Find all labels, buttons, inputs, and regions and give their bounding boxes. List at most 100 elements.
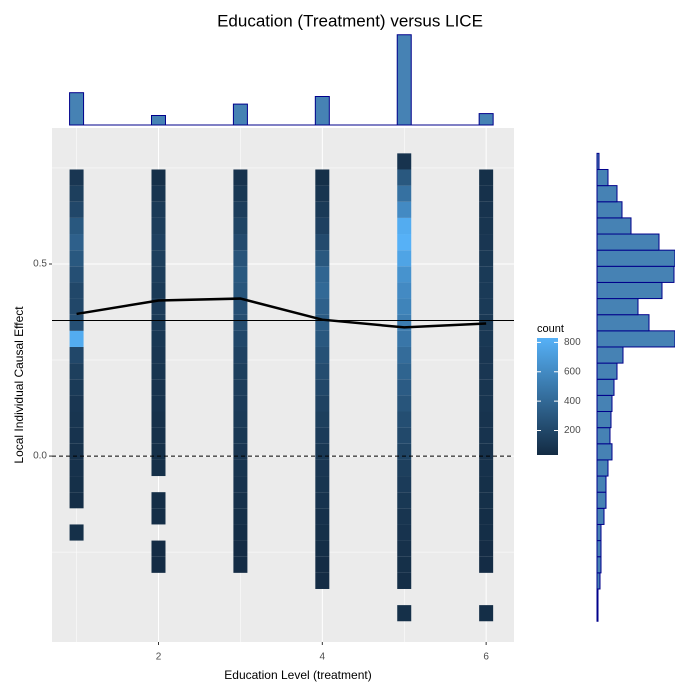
tile	[69, 379, 84, 396]
tile	[69, 492, 84, 509]
tile	[479, 427, 494, 444]
colorbar	[537, 338, 558, 455]
histogram-bar	[596, 168, 609, 187]
tile	[315, 476, 330, 493]
tile	[69, 524, 84, 541]
tile	[397, 201, 412, 218]
tile	[397, 572, 412, 589]
tile	[479, 524, 494, 541]
tile	[315, 363, 330, 380]
histogram-bar	[596, 265, 675, 283]
tile	[233, 266, 248, 283]
y-tick-label: 0.0	[33, 451, 47, 462]
tile	[397, 153, 412, 170]
tile	[69, 314, 84, 331]
tile	[397, 411, 412, 428]
histogram-bar	[596, 523, 602, 542]
tile	[69, 363, 84, 380]
histogram-bar	[596, 330, 675, 348]
tile	[315, 234, 330, 251]
tile	[151, 411, 166, 428]
tile	[151, 234, 166, 251]
tile	[151, 443, 166, 460]
tile	[479, 379, 494, 396]
tile	[397, 605, 412, 622]
histogram-bar	[596, 507, 605, 525]
tile	[233, 346, 248, 364]
tile	[397, 443, 412, 460]
tile	[315, 572, 330, 589]
tile	[315, 508, 330, 525]
tile	[151, 395, 166, 412]
tile	[397, 346, 412, 364]
tile	[69, 282, 84, 299]
tile	[233, 556, 248, 573]
tile	[151, 363, 166, 380]
tile	[315, 217, 330, 235]
tile	[69, 201, 84, 218]
tile	[315, 330, 330, 347]
histogram-bar	[596, 459, 609, 477]
tile	[151, 185, 166, 202]
tile	[233, 443, 248, 460]
tile	[315, 492, 330, 509]
tile	[69, 459, 84, 477]
tile	[151, 330, 166, 347]
tile	[69, 346, 84, 364]
tile	[233, 330, 248, 347]
histogram-bar	[596, 572, 601, 590]
histogram-bar	[596, 491, 607, 509]
tile	[479, 314, 494, 331]
tile	[397, 330, 412, 347]
tile	[397, 298, 412, 315]
histogram-bar	[314, 96, 330, 126]
histogram-bar	[596, 378, 615, 396]
tile	[69, 395, 84, 412]
tile	[151, 379, 166, 396]
tile	[479, 346, 494, 364]
tile	[479, 605, 494, 622]
tile	[479, 217, 494, 235]
histogram-bar	[596, 346, 624, 364]
tile	[315, 443, 330, 460]
tile	[151, 250, 166, 267]
tile	[69, 266, 84, 283]
tile	[397, 379, 412, 396]
tile	[315, 459, 330, 477]
tile	[479, 298, 494, 315]
tile	[479, 201, 494, 218]
tile	[233, 363, 248, 380]
tile	[315, 346, 330, 364]
tile	[151, 266, 166, 283]
tile	[315, 298, 330, 315]
histogram-bar	[596, 362, 618, 380]
tile	[397, 185, 412, 202]
tile	[233, 201, 248, 218]
tile	[69, 217, 84, 235]
tile	[479, 411, 494, 428]
tile	[479, 363, 494, 380]
mean-line	[76, 297, 487, 329]
tile	[397, 266, 412, 283]
tile	[479, 459, 494, 477]
tile	[315, 524, 330, 541]
tile	[397, 363, 412, 380]
y-axis-label: Local Individual Causal Effect	[12, 306, 26, 464]
tile	[233, 282, 248, 299]
tile	[151, 314, 166, 331]
x-axis-label: Education Level (treatment)	[224, 668, 371, 682]
histogram-bar	[596, 427, 611, 445]
tile	[233, 298, 248, 315]
tile	[479, 169, 494, 186]
histogram-bar	[232, 103, 248, 126]
y-tick-label: 0.5	[33, 259, 47, 270]
colorbar-label: 600	[564, 366, 581, 377]
histogram-bar	[596, 249, 675, 267]
tile	[479, 443, 494, 460]
histogram-bar	[596, 185, 618, 203]
tile	[233, 217, 248, 235]
histogram-bar	[596, 475, 607, 493]
tile	[479, 282, 494, 299]
histogram-bar	[596, 604, 599, 622]
tile	[397, 524, 412, 541]
